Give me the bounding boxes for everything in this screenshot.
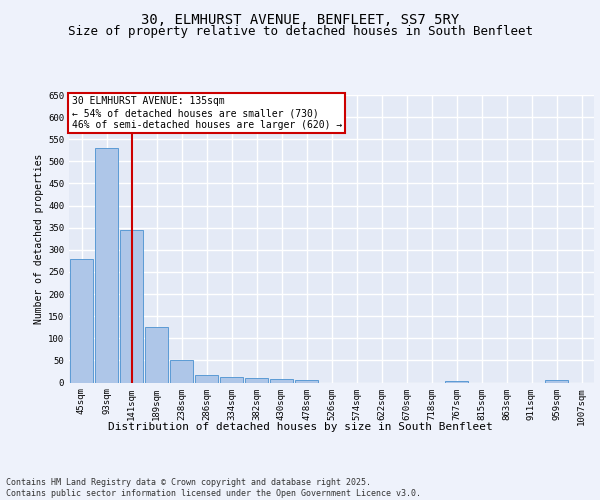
Bar <box>170 360 193 382</box>
Bar <box>445 380 469 382</box>
Bar <box>269 380 293 382</box>
Bar <box>194 375 218 382</box>
Bar <box>545 380 568 382</box>
Bar <box>245 378 268 382</box>
Text: Size of property relative to detached houses in South Benfleet: Size of property relative to detached ho… <box>67 25 533 38</box>
Y-axis label: Number of detached properties: Number of detached properties <box>34 154 44 324</box>
Bar <box>145 327 169 382</box>
Bar <box>220 377 244 382</box>
Bar <box>70 258 94 382</box>
Text: Distribution of detached houses by size in South Benfleet: Distribution of detached houses by size … <box>107 422 493 432</box>
Text: Contains HM Land Registry data © Crown copyright and database right 2025.
Contai: Contains HM Land Registry data © Crown c… <box>6 478 421 498</box>
Text: 30, ELMHURST AVENUE, BENFLEET, SS7 5RY: 30, ELMHURST AVENUE, BENFLEET, SS7 5RY <box>141 12 459 26</box>
Bar <box>119 230 143 382</box>
Bar <box>295 380 319 382</box>
Text: 30 ELMHURST AVENUE: 135sqm
← 54% of detached houses are smaller (730)
46% of sem: 30 ELMHURST AVENUE: 135sqm ← 54% of deta… <box>71 96 342 130</box>
Bar <box>95 148 118 382</box>
